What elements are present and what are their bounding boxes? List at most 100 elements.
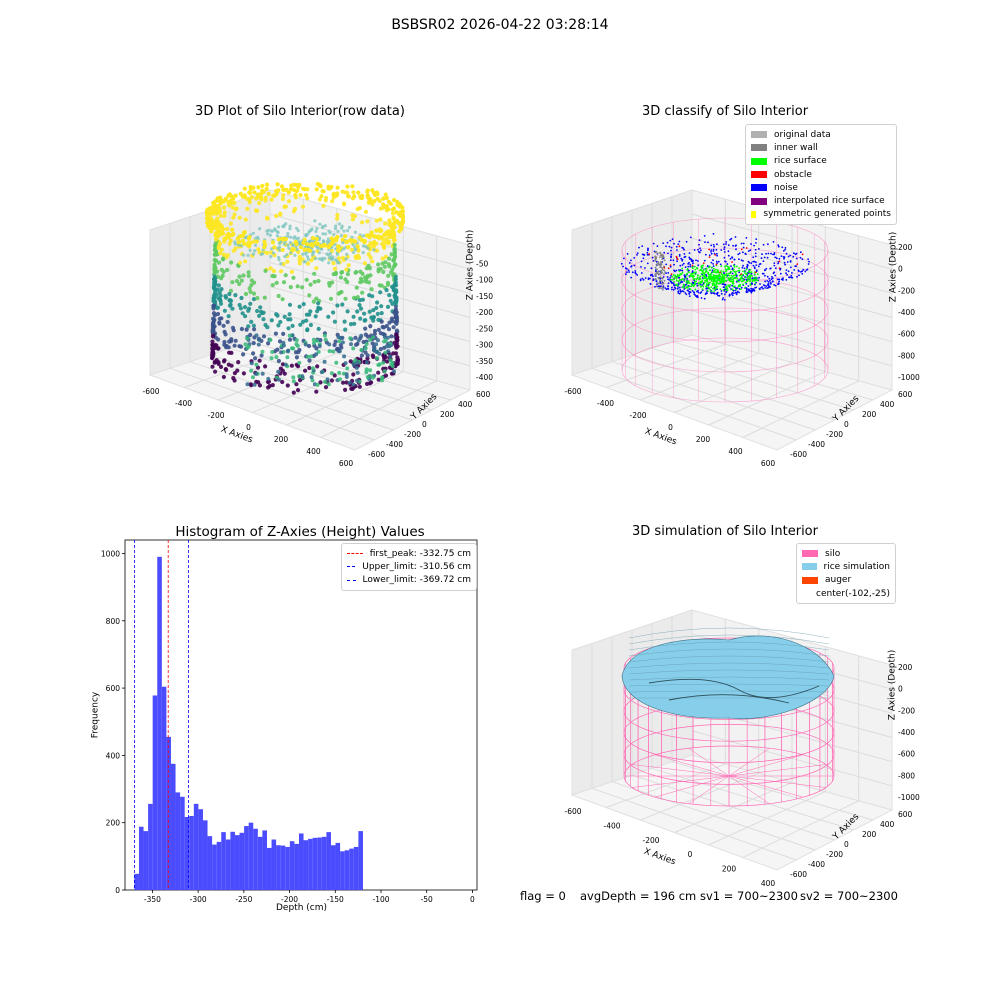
rice-surface-point: [717, 282, 720, 285]
scatter-point: [332, 266, 338, 271]
rice-surface-point: [713, 267, 715, 270]
scatter-point: [243, 291, 249, 297]
noise-point: [646, 253, 649, 256]
noise-point: [634, 270, 637, 272]
scatter-point: [221, 323, 226, 328]
scatter-point: [341, 201, 347, 206]
noise-point: [761, 253, 763, 256]
scatter-point: [327, 229, 331, 233]
y-tick-label: 0: [115, 886, 120, 895]
scatter-point: [281, 331, 286, 336]
noise-point: [749, 249, 752, 252]
inner-wall-point: [655, 273, 657, 276]
noise-point: [677, 292, 680, 294]
scatter-point: [211, 352, 216, 357]
scatter-point: [279, 262, 283, 266]
scatter-point: [212, 360, 217, 365]
scatter-point: [343, 277, 348, 282]
histogram-bar: [170, 763, 176, 890]
rice-surface-point: [725, 264, 728, 267]
noise-point: [762, 260, 765, 262]
scatter-point: [291, 275, 296, 280]
rice-surface-point: [692, 285, 695, 288]
scatter-point: [300, 319, 306, 324]
scatter-point: [366, 280, 372, 285]
noise-point: [795, 252, 798, 255]
rice-surface-point: [674, 274, 677, 277]
histogram-bar: [180, 796, 185, 890]
legend-label: Lower_limit: -369.72 cm: [362, 575, 471, 586]
status-sv1: sv1 = 700~2300: [700, 889, 798, 903]
plot4-title: 3D simulation of Silo Interior: [632, 524, 818, 539]
scatter-point: [289, 183, 294, 188]
scatter-point: [256, 247, 261, 252]
noise-point: [688, 295, 691, 297]
noise-point: [669, 265, 672, 268]
scatter-point: [219, 316, 224, 321]
noise-point: [679, 291, 682, 293]
scatter-point: [381, 269, 386, 275]
noise-point: [774, 267, 777, 270]
noise-point: [760, 257, 763, 260]
scatter-point: [297, 261, 302, 266]
scatter-point: [313, 314, 318, 319]
scatter-point: [340, 237, 345, 242]
scatter-point: [224, 367, 229, 372]
scatter-point: [335, 212, 340, 218]
scatter-point: [380, 256, 385, 261]
noise-point: [789, 266, 792, 269]
rice-surface-point: [710, 272, 713, 275]
histogram-bar: [248, 822, 254, 890]
rice-surface-point: [693, 271, 696, 274]
scatter-point: [390, 284, 395, 289]
noise-point: [633, 264, 636, 267]
scatter-point: [323, 337, 328, 342]
rice-surface-point: [686, 282, 689, 285]
scatter-point: [385, 335, 390, 340]
scatter-point: [225, 267, 230, 273]
scatter-point: [294, 342, 299, 347]
scatter-point: [362, 239, 367, 244]
scatter-point: [298, 322, 303, 327]
noise-point: [731, 256, 733, 258]
scatter-point: [392, 369, 396, 374]
x-tick-label: 200: [696, 435, 711, 444]
scatter-point: [343, 327, 348, 332]
noise-point: [655, 260, 658, 263]
noise-point: [712, 248, 715, 251]
scatter-point: [336, 335, 341, 340]
y-tick-label: 400: [106, 751, 121, 760]
status-flag: flag = 0: [520, 889, 566, 903]
scatter-point: [392, 246, 397, 251]
rice-surface-point: [684, 287, 687, 289]
rice-surface-point: [724, 279, 726, 282]
rice-surface-point: [715, 268, 717, 271]
scatter-point: [294, 355, 299, 360]
scatter-point: [358, 316, 363, 321]
scatter-point: [279, 184, 285, 189]
noise-point: [784, 248, 786, 251]
scatter-point: [258, 196, 263, 201]
x-tick-label: -200: [629, 411, 646, 420]
scatter-point: [288, 224, 292, 228]
scatter-point: [222, 339, 227, 345]
scatter-point: [360, 220, 365, 225]
noise-point: [636, 274, 639, 276]
histogram-bar: [207, 836, 213, 890]
scatter-point: [270, 240, 276, 245]
obstacle-point: [708, 248, 710, 251]
scatter-point: [280, 368, 285, 373]
noise-point: [678, 240, 681, 243]
noise-point: [710, 252, 713, 255]
scatter-point: [385, 280, 391, 285]
x-tick-label: -600: [564, 387, 581, 396]
noise-point: [755, 238, 758, 241]
histogram-ylabel: Frequency: [90, 691, 101, 739]
noise-point: [670, 246, 673, 249]
scatter-point: [353, 270, 358, 275]
noise-point: [662, 242, 665, 245]
silo-floor-spoke: [631, 775, 730, 788]
scatter-point: [245, 206, 250, 211]
rice-surface-point: [745, 280, 748, 283]
scatter-point: [374, 305, 379, 311]
